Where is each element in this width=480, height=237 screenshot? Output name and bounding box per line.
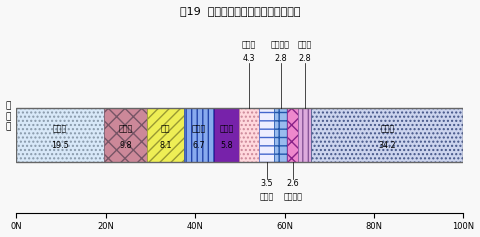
- Bar: [275, 108, 287, 162]
- Text: 八千代市: 八千代市: [271, 41, 290, 50]
- Text: 2.8: 2.8: [274, 54, 287, 63]
- Bar: [184, 108, 214, 162]
- Text: 6.7: 6.7: [192, 141, 205, 150]
- Text: 市川市: 市川市: [219, 124, 234, 133]
- Text: 2.8: 2.8: [299, 54, 311, 63]
- Text: 成田市: 成田市: [259, 192, 274, 201]
- Bar: [16, 108, 104, 162]
- Title: 図19  小売業販売額の市町村別構成比: 図19 小売業販売額の市町村別構成比: [180, 5, 300, 16]
- Text: 千葉市: 千葉市: [53, 124, 67, 133]
- Bar: [104, 108, 147, 162]
- Bar: [16, 108, 463, 162]
- Text: 松戸市: 松戸市: [192, 124, 206, 133]
- Text: 2.6: 2.6: [287, 179, 299, 188]
- Bar: [299, 108, 311, 162]
- Text: 3.5: 3.5: [260, 179, 273, 188]
- Text: 19.5: 19.5: [51, 141, 69, 150]
- Text: 8.1: 8.1: [159, 141, 172, 150]
- Text: 4.3: 4.3: [243, 54, 255, 63]
- Text: 9.8: 9.8: [119, 141, 132, 150]
- Bar: [259, 108, 275, 162]
- Text: その他: その他: [380, 124, 395, 133]
- Text: 習志野市: 習志野市: [283, 192, 302, 201]
- Bar: [311, 108, 464, 162]
- Text: 5.8: 5.8: [220, 141, 233, 150]
- Text: 34.2: 34.2: [379, 141, 396, 150]
- Bar: [287, 108, 299, 162]
- Text: 船橋市: 船橋市: [119, 124, 132, 133]
- Y-axis label: 販
売
額: 販 売 額: [6, 102, 11, 132]
- Bar: [147, 108, 184, 162]
- Bar: [214, 108, 240, 162]
- Text: 柏市: 柏市: [161, 124, 170, 133]
- Text: 市原市: 市原市: [242, 41, 256, 50]
- Bar: [240, 108, 259, 162]
- Text: 浦安市: 浦安市: [298, 41, 312, 50]
